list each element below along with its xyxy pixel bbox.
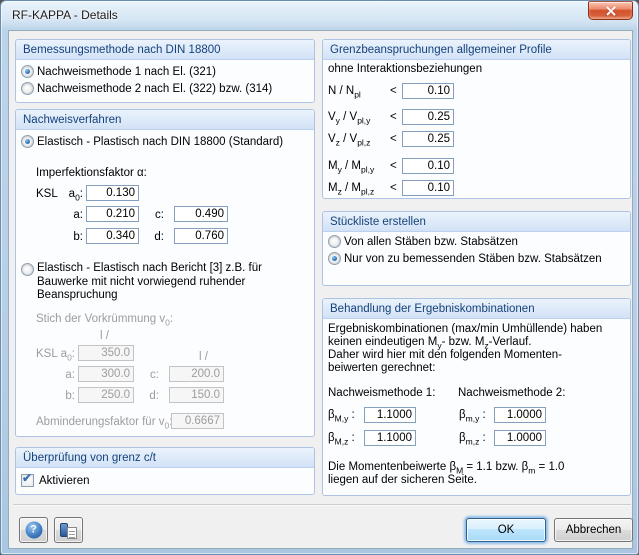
beta-My-field[interactable] [364, 407, 416, 423]
group-bemessungsmethode: Bemessungsmethode nach DIN 18800 [15, 39, 315, 103]
check-icon: ✔ [22, 471, 33, 485]
alpha-c-label: c: [155, 209, 164, 221]
interaktion-subtitle: ohne Interaktionsbeziehungen [328, 63, 483, 75]
stich-vorkruemmung-label: Stich der Vorkrümmung v0: [36, 313, 174, 328]
radio-nachweismethode-1-label[interactable]: Nachweismethode 1 nach El. (321) [37, 66, 216, 78]
abminderungsfaktor-label: Abminderungsfaktor für v0: [36, 416, 172, 431]
aktivieren-label[interactable]: Aktivieren [39, 475, 90, 487]
beta-Mz-label: βM,z : [328, 432, 355, 447]
limit-my-op: < [390, 160, 397, 172]
group-ergebniskombinationen-title: Behandlung der Ergebniskombinationen [323, 299, 630, 319]
radio-nachweismethode-2-label[interactable]: Nachweismethode 2 nach El. (322) bzw. (3… [37, 83, 273, 95]
methode1-label: Nachweismethode 1: [328, 387, 436, 399]
ksl-label: KSL [36, 188, 58, 200]
radio-elastisch-plastisch-icon[interactable] [21, 135, 34, 148]
group-grenz-ct-title: Überprüfung von grenz c/t [16, 448, 314, 468]
group-grenzbeanspruchungen: Grenzbeanspruchungen allgemeiner Profile [322, 39, 631, 199]
limit-mz-op: < [390, 182, 397, 194]
alpha-a0-label: a0: [68, 188, 83, 203]
v0-a0-label: a0: [60, 348, 75, 363]
alpha-b-field[interactable] [86, 228, 139, 244]
close-icon [606, 6, 616, 16]
ergebnis-para-line4: beiwerten gerechnet: [328, 362, 436, 374]
v0-a-field [78, 366, 134, 382]
alpha-c-field[interactable] [174, 206, 228, 222]
radio-nachweismethode-1-icon[interactable] [21, 65, 34, 78]
radio-bemessende-staebe-label[interactable]: Nur von zu bemessenden Stäben bzw. Stabs… [344, 253, 602, 265]
group-nachweisverfahren: Nachweisverfahren [15, 109, 315, 437]
radio-bemessende-staebe-icon[interactable] [328, 252, 341, 265]
units-and-decimal-places-icon [60, 523, 78, 539]
beta-my2-label: βm,y : [459, 409, 486, 424]
group-nachweisverfahren-title: Nachweisverfahren [16, 110, 314, 130]
radio-elastisch-elastisch-icon[interactable] [21, 263, 34, 276]
l-over-label-left: l / [100, 330, 109, 342]
alpha-b-label: b: [73, 231, 83, 243]
limit-mz-field[interactable] [402, 180, 454, 196]
limit-n-field[interactable] [402, 83, 454, 99]
v0-d-field [169, 387, 224, 403]
beta-my2-field[interactable] [494, 407, 546, 423]
limit-mz-label: Mz / Mpl,z [328, 182, 375, 197]
limit-my-field[interactable] [402, 158, 454, 174]
group-stueckliste: Stückliste erstellen [322, 211, 631, 286]
cancel-button[interactable]: Abbrechen [554, 518, 633, 542]
radio-elastisch-elastisch-label[interactable]: Elastisch - Elastisch nach Bericht [3] z… [37, 262, 262, 301]
beta-mz2-label: βm,z : [459, 432, 486, 447]
help-icon: ? [25, 521, 42, 539]
alpha-d-label: d: [154, 231, 164, 243]
v0-a0-field [78, 345, 134, 361]
help-button[interactable]: ? [19, 517, 48, 543]
limit-vz-field[interactable] [402, 131, 454, 147]
v0-c-label: c: [150, 369, 159, 381]
beta-mz2-field[interactable] [494, 430, 546, 446]
close-button[interactable] [588, 1, 633, 20]
limit-vz-op: < [390, 133, 397, 145]
ergebnis-para-line2: keinen eindeutigen My- bzw. Mz-Verlauf. [328, 336, 532, 351]
alpha-d-field[interactable] [174, 228, 228, 244]
radio-nachweismethode-2-icon[interactable] [21, 82, 34, 95]
l-over-label-right: l / [199, 351, 208, 363]
abminderungsfaktor-field [171, 413, 224, 429]
limit-vz-label: Vz / Vpl,z [328, 133, 371, 148]
radio-elastisch-plastisch-label[interactable]: Elastisch - Plastisch nach DIN 18800 (St… [37, 136, 284, 148]
limit-n-op: < [390, 85, 397, 97]
ergebnis-para-line1: Ergebniskombinationen (max/min Umhüllend… [328, 323, 603, 335]
group-bemessungsmethode-title: Bemessungsmethode nach DIN 18800 [16, 40, 314, 60]
beta-note-line2: liegen auf der sicheren Seite. [328, 474, 477, 486]
aktivieren-checkbox[interactable]: ✔ [21, 471, 34, 487]
ok-button[interactable]: OK [466, 518, 546, 542]
limit-vy-op: < [390, 111, 397, 123]
limit-vy-field[interactable] [402, 109, 454, 125]
alpha-a-field[interactable] [86, 206, 139, 222]
v0-c-field [169, 366, 224, 382]
limit-vy-label: Vy / Vpl,y [328, 111, 371, 126]
units-button[interactable] [54, 517, 83, 543]
beta-note-line1: Die Momentenbeiwerte βM = 1.1 bzw. βm = … [328, 461, 565, 476]
v0-d-label: d: [149, 390, 159, 402]
group-stueckliste-title: Stückliste erstellen [323, 212, 630, 232]
group-ergebniskombinationen: Behandlung der Ergebniskombinationen [322, 298, 631, 496]
footer-separator [13, 504, 631, 506]
ergebnis-para-line3: Daher wird hier mit den folgenden Moment… [328, 349, 562, 361]
v0-a-label: a: [65, 369, 75, 381]
dialog-title: RF-KAPPA - Details [12, 8, 118, 22]
limit-my-label: My / Mpl,y [328, 160, 375, 175]
radio-alle-staebe-label[interactable]: Von allen Stäben bzw. Stabsätzen [344, 236, 518, 248]
imperfektionsfaktor-label: Imperfektionsfaktor α: [36, 167, 147, 179]
radio-alle-staebe-icon[interactable] [328, 235, 341, 248]
group-grenz-ct: Überprüfung von grenz c/t [15, 447, 315, 495]
beta-My-label: βM,y : [328, 409, 355, 424]
v0-b-field [78, 387, 134, 403]
alpha-a-label: a: [73, 209, 83, 221]
ksl-label-disabled: KSL [36, 348, 58, 360]
alpha-a0-field[interactable] [86, 185, 139, 201]
methode2-label: Nachweismethode 2: [458, 387, 566, 399]
beta-Mz-field[interactable] [364, 430, 416, 446]
v0-b-label: b: [65, 390, 75, 402]
limit-n-label: N / Npl [328, 85, 361, 100]
group-grenzbeanspruchungen-title: Grenzbeanspruchungen allgemeiner Profile [323, 40, 630, 60]
